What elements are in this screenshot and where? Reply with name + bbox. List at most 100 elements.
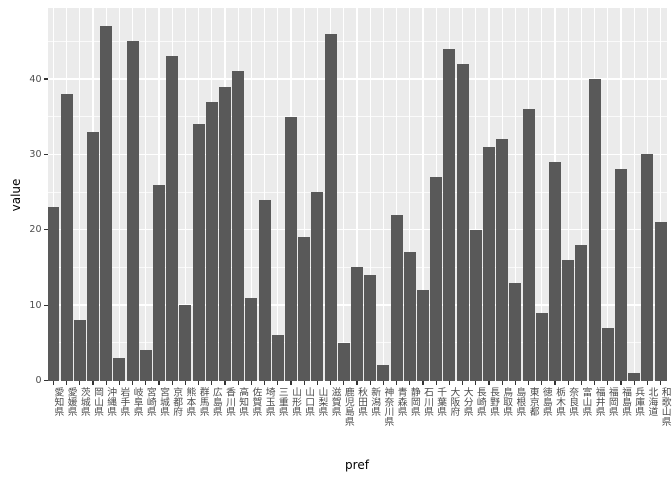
- x-axis-label: 鹿児島県: [342, 386, 354, 426]
- bar: [87, 131, 99, 381]
- bar: [100, 26, 113, 381]
- gridline-vertical: [633, 8, 635, 381]
- gridline-vertical: [263, 8, 266, 381]
- bar: [509, 282, 522, 381]
- bar: [549, 161, 561, 381]
- x-axis-tick: [356, 380, 358, 385]
- x-axis-tick: [316, 380, 318, 385]
- bar: [535, 312, 548, 381]
- bar: [403, 252, 416, 381]
- bar: [113, 357, 126, 381]
- x-axis-label: 宮城県: [158, 386, 169, 416]
- x-axis-label: 福井県: [593, 386, 605, 416]
- bar: [469, 229, 482, 381]
- y-axis-tick: [43, 304, 48, 306]
- bar: [139, 350, 152, 381]
- x-axis-label: 広島県: [210, 386, 222, 416]
- bar: [364, 274, 377, 381]
- gridline-vertical: [514, 8, 517, 381]
- x-axis-tick: [52, 380, 54, 385]
- gridline-vertical: [250, 8, 253, 381]
- x-axis-label: 宮崎県: [144, 386, 156, 416]
- y-axis-tick-label: 0: [35, 375, 42, 386]
- x-axis-label: 秋田県: [356, 386, 367, 416]
- x-axis-label: 鳥取県: [501, 386, 513, 416]
- x-axis-label: 富山県: [580, 386, 592, 416]
- x-axis-tick: [422, 380, 424, 385]
- x-axis-label: 大分県: [461, 386, 473, 416]
- gridline-vertical: [118, 8, 121, 381]
- x-axis-label: 三重県: [276, 386, 288, 416]
- x-axis-label: 埼玉県: [263, 386, 275, 416]
- gridline-vertical: [659, 8, 662, 381]
- bar: [271, 335, 284, 381]
- bar: [179, 305, 192, 381]
- gridline-vertical: [52, 8, 55, 381]
- x-axis-tick: [448, 380, 450, 385]
- bar: [562, 259, 575, 381]
- x-axis-label: 東京都: [527, 386, 539, 416]
- x-axis-tick: [607, 380, 609, 385]
- bar: [245, 297, 258, 381]
- x-axis-label: 愛媛県: [65, 386, 77, 416]
- x-axis-tick: [660, 380, 662, 385]
- bar: [377, 365, 390, 381]
- x-axis-label: 高知県: [237, 386, 249, 416]
- x-axis-label: 栃木県: [554, 386, 565, 416]
- bar: [166, 56, 179, 381]
- x-axis-tick: [488, 380, 490, 385]
- bar: [324, 33, 337, 381]
- x-axis-label: 愛知県: [52, 386, 64, 416]
- x-axis-tick: [237, 380, 239, 385]
- x-axis-label: 岡山県: [92, 386, 103, 416]
- x-axis-tick: [462, 380, 464, 385]
- y-axis-tick-label: 30: [29, 148, 42, 160]
- gridline-vertical: [607, 8, 609, 381]
- gridline-vertical: [475, 8, 477, 381]
- bar: [60, 94, 73, 381]
- bar: [219, 86, 231, 381]
- x-axis-tick: [277, 380, 279, 385]
- x-axis-tick: [92, 380, 94, 385]
- gridline-vertical: [567, 8, 569, 381]
- x-axis-label: 新潟県: [369, 386, 381, 416]
- x-axis-label: 沖縄県: [105, 386, 117, 416]
- bar: [285, 116, 297, 381]
- bar: [232, 71, 245, 381]
- bar: [153, 184, 165, 381]
- x-axis-tick: [396, 380, 398, 385]
- x-axis-tick: [646, 380, 648, 385]
- y-axis-tick: [43, 379, 48, 382]
- gridline-vertical: [303, 8, 305, 381]
- x-axis-tick: [567, 380, 569, 385]
- x-axis-tick: [369, 380, 371, 385]
- x-axis-tick: [435, 380, 437, 385]
- bar: [390, 214, 403, 381]
- x-axis-label: 青森県: [395, 386, 407, 416]
- bar: [443, 48, 456, 381]
- x-axis-label: 山形県: [290, 386, 301, 416]
- x-axis-tick: [541, 380, 543, 385]
- bar: [575, 244, 588, 381]
- x-axis-label: 静岡県: [408, 386, 420, 416]
- x-axis-label: 島根県: [514, 386, 526, 416]
- y-axis-tick: [43, 229, 48, 231]
- x-axis-label: 大阪府: [448, 386, 460, 416]
- gridline-vertical: [184, 8, 187, 381]
- x-axis-tick: [264, 380, 266, 385]
- bar: [351, 267, 363, 381]
- x-axis-tick: [554, 380, 556, 385]
- x-axis-tick: [211, 380, 213, 385]
- bar: [483, 146, 495, 381]
- gridline-vertical: [145, 8, 147, 381]
- bar: [654, 222, 667, 381]
- x-axis-tick: [343, 380, 345, 385]
- x-axis-label: 奈良県: [567, 386, 579, 416]
- x-axis-tick: [105, 380, 107, 385]
- y-axis-tick: [43, 78, 48, 80]
- gridline-vertical: [277, 8, 279, 381]
- gridline-vertical: [395, 8, 398, 381]
- x-axis-tick: [224, 380, 226, 385]
- x-axis-label: 兵庫県: [633, 386, 645, 416]
